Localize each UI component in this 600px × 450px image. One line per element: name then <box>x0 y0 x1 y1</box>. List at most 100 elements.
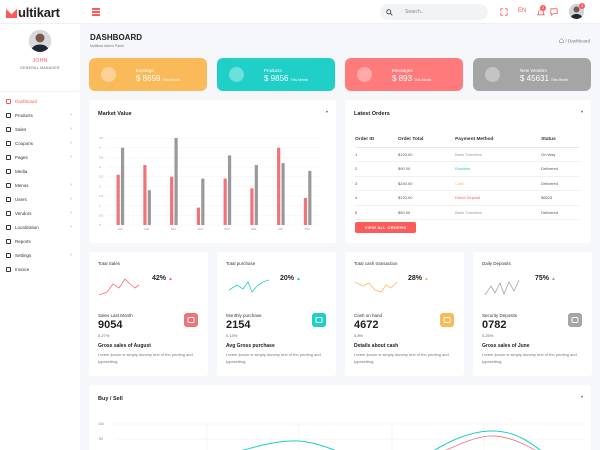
bar-series-2[interactable] <box>147 190 151 225</box>
bar-series-1[interactable] <box>196 207 201 225</box>
dollar-icon <box>6 126 11 132</box>
summary-card: Total cash transaction 28% ▲ Cash on hand 4… <box>345 252 464 376</box>
market-value-card: Market Value • 0 0.5 1 1.5 2 2.5 3 3.5 4 4.5 100 20… <box>89 100 336 243</box>
stat-card-new-vendors[interactable]: New Vendors $ 45631 This Month <box>473 58 591 91</box>
bar-series-1[interactable] <box>223 178 227 225</box>
x-tick-label: 800 <box>305 227 310 231</box>
bar-series-1[interactable] <box>303 197 308 225</box>
sidebar-item-invoice[interactable]: Invoice <box>0 262 80 276</box>
sidebar-item-menus[interactable]: Menus › <box>0 178 80 192</box>
column-header: Status <box>541 133 579 148</box>
summary-small-percent: 0.25% <box>482 333 494 338</box>
summary-value: 9054 <box>98 319 123 331</box>
bar-series-2[interactable] <box>227 155 232 225</box>
chevron-right-icon: › <box>70 154 72 160</box>
order-total: $120.00 <box>398 147 456 162</box>
more-icon[interactable]: • <box>580 110 583 116</box>
buy-sell-card: Buy / Sell • 100 80 <box>89 385 591 450</box>
profile-role: GENERAL MANAGER <box>20 66 60 70</box>
y-tick-label: 0 <box>99 223 101 227</box>
order-status: Delivered <box>541 176 579 191</box>
sidebar-item-label: Vendors <box>15 210 32 216</box>
more-icon[interactable]: • <box>325 110 328 116</box>
sidebar-item-vendors[interactable]: Vendors › <box>0 206 80 220</box>
table-row[interactable]: 2 $90.00 Ewallets Delivered <box>355 161 579 177</box>
bar-series-2[interactable] <box>120 147 125 225</box>
sidebar-item-label: Pages <box>15 154 28 160</box>
stat-card-messages[interactable]: Messages $ 893 This Month <box>345 58 463 91</box>
view-all-orders-button[interactable]: VIEW ALL ORDERS <box>355 222 416 233</box>
sparkline <box>98 278 140 296</box>
maximize-icon[interactable] <box>500 8 508 16</box>
sidebar-item-users[interactable]: Users › <box>0 192 80 206</box>
sidebar-item-media[interactable]: Media <box>0 164 80 178</box>
card-title: Market Value <box>98 111 132 117</box>
sidebar-item-pages[interactable]: Pages › <box>0 150 80 164</box>
summary-percent: 20% ▲ <box>280 275 301 282</box>
bar-series-2[interactable] <box>174 138 178 225</box>
align-left-icon <box>6 182 11 188</box>
message-icon[interactable] <box>550 8 558 16</box>
x-tick-label: 200 <box>144 227 149 231</box>
stat-card-products[interactable]: Products $ 9856 This Month <box>217 58 335 91</box>
bar-chart-icon <box>6 238 11 244</box>
menu-toggle-icon[interactable] <box>92 8 100 16</box>
order-method: Bank Transfers <box>455 205 542 220</box>
profile-avatar[interactable] <box>29 30 51 52</box>
bar-series-1[interactable] <box>277 147 281 225</box>
summary-percent-value: 75% <box>535 275 550 282</box>
bar-series-1[interactable] <box>250 188 254 225</box>
order-method: Ewallets <box>455 161 542 177</box>
search-input[interactable]: Search.. <box>380 4 488 20</box>
page-subtitle: Multikart Admin Panel <box>90 44 124 48</box>
chevron-right-icon: › <box>70 182 72 188</box>
summary-label: Total cash transaction <box>354 261 398 266</box>
chevron-right-icon: › <box>70 224 72 230</box>
bar-series-1[interactable] <box>170 176 174 225</box>
sidebar-item-localization[interactable]: Localization › <box>0 220 80 234</box>
table-row[interactable]: 5 $50.00 Bank Transfers Delivered <box>355 205 579 220</box>
box-icon <box>229 67 244 82</box>
sidebar-item-settings[interactable]: Settings › <box>0 248 80 262</box>
column-header: Payment Method <box>455 133 542 148</box>
bar-series-2[interactable] <box>308 170 312 225</box>
y-tick-label: 1 <box>99 204 101 208</box>
bar-series-1[interactable] <box>116 174 120 225</box>
table-row[interactable]: 1 $120.00 Bank Transfers On Way <box>355 147 579 162</box>
stat-card-earnings[interactable]: Earnings $ 8659 This Month <box>89 58 207 91</box>
sidebar-item-label: Dashboard <box>15 98 38 104</box>
sidebar-item-label: Sales <box>15 126 27 132</box>
bar-series-2[interactable] <box>201 178 205 225</box>
summary-heading: Gross sales of June <box>482 343 530 349</box>
sidebar-item-coupons[interactable]: Coupons › <box>0 136 80 150</box>
order-status: Delivered <box>541 161 579 177</box>
y-tick-label: 3.5 <box>99 155 104 159</box>
stat-value: $ 9856 This Month <box>264 74 308 83</box>
table-row[interactable]: 3 $240.00 Cash Delivered <box>355 176 579 191</box>
language-selector[interactable]: EN <box>518 8 527 14</box>
stat-label: Products <box>264 68 282 73</box>
order-id: 5 <box>355 205 398 220</box>
sidebar-item-reports[interactable]: Reports <box>0 234 80 248</box>
summary-small-percent: 0.13% <box>226 333 238 338</box>
sidebar-item-products[interactable]: Products › <box>0 108 80 122</box>
sidebar-item-dashboard[interactable]: Dashboard <box>0 94 80 108</box>
order-id: 1 <box>355 147 398 162</box>
x-tick-label: 500 <box>224 227 229 231</box>
order-method: Direct Deposit <box>455 190 542 206</box>
breadcrumb[interactable]: / Dashboard <box>559 38 590 44</box>
sidebar-item-label: Coupons <box>15 140 34 146</box>
bar-series-2[interactable] <box>254 165 258 225</box>
bar-series-1[interactable] <box>143 165 147 225</box>
more-icon[interactable]: • <box>580 395 583 401</box>
users-icon <box>6 210 11 216</box>
bar-series-2[interactable] <box>281 163 285 225</box>
summary-sub-label: Security Deposits <box>482 313 518 318</box>
logo[interactable]: ultikart <box>6 4 60 20</box>
table-row[interactable]: 4 $120.00 Direct Deposit $6523 <box>355 190 579 206</box>
sidebar-item-sales[interactable]: Sales › <box>0 122 80 136</box>
chevron-right-icon: › <box>70 140 72 146</box>
order-total: $90.00 <box>398 161 456 177</box>
search-icon <box>386 8 393 16</box>
sidebar-item-label: Media <box>15 168 28 174</box>
